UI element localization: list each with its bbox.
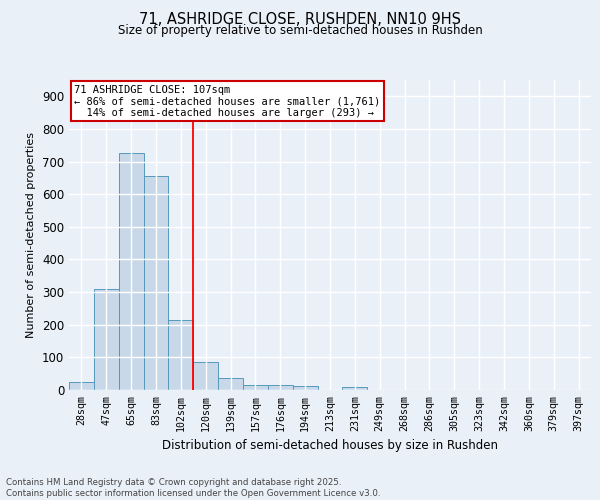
Bar — [218, 378, 243, 390]
Text: Contains HM Land Registry data © Crown copyright and database right 2025.
Contai: Contains HM Land Registry data © Crown c… — [6, 478, 380, 498]
Bar — [94, 289, 119, 390]
Bar — [268, 386, 293, 390]
Bar — [343, 386, 367, 390]
Bar — [243, 385, 268, 390]
X-axis label: Distribution of semi-detached houses by size in Rushden: Distribution of semi-detached houses by … — [162, 439, 498, 452]
Bar — [143, 176, 169, 390]
Bar — [119, 154, 143, 390]
Text: 71 ASHRIDGE CLOSE: 107sqm
← 86% of semi-detached houses are smaller (1,761)
  14: 71 ASHRIDGE CLOSE: 107sqm ← 86% of semi-… — [74, 84, 380, 118]
Bar — [293, 386, 317, 390]
Text: Size of property relative to semi-detached houses in Rushden: Size of property relative to semi-detach… — [118, 24, 482, 37]
Bar — [169, 320, 193, 390]
Text: 71, ASHRIDGE CLOSE, RUSHDEN, NN10 9HS: 71, ASHRIDGE CLOSE, RUSHDEN, NN10 9HS — [139, 12, 461, 28]
Y-axis label: Number of semi-detached properties: Number of semi-detached properties — [26, 132, 37, 338]
Bar — [193, 362, 218, 390]
Bar — [69, 382, 94, 390]
